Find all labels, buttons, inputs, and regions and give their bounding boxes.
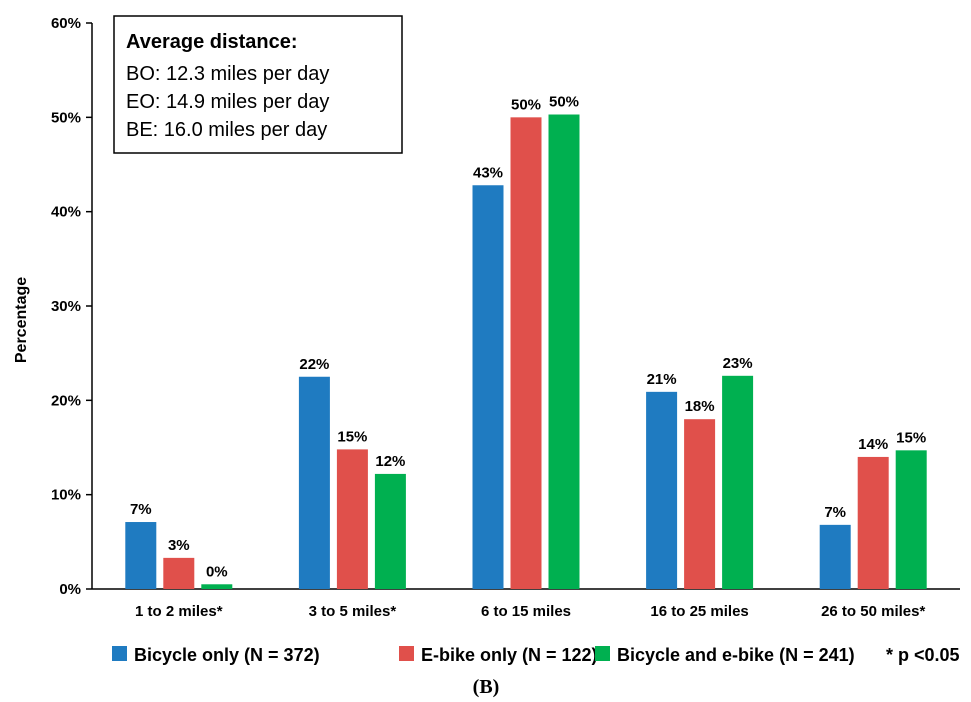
- annotation-box: Average distance: BO: 12.3 miles per day…: [113, 15, 403, 154]
- data-label: 15%: [337, 428, 367, 445]
- data-label: 50%: [511, 96, 541, 113]
- bar-bicycle-and-e-bike-5: [895, 450, 927, 589]
- significance-footnote: * p <0.05: [886, 645, 960, 665]
- x-axis: 1 to 2 miles* 3 to 5 miles* 6 to 15 miles 1…: [92, 588, 960, 620]
- data-label: 21%: [647, 371, 677, 388]
- y-tick-label: 10%: [51, 487, 81, 504]
- x-tick-label: 3 to 5 miles*: [309, 603, 397, 620]
- bar-e-bike-only-1: [163, 557, 195, 589]
- data-label: 50%: [549, 94, 579, 111]
- bars: [125, 114, 927, 590]
- y-tick-label: 60%: [51, 15, 81, 32]
- bar-bicycle-and-e-bike-4: [722, 375, 754, 589]
- y-tick-label: 30%: [51, 298, 81, 315]
- legend-swatch-bicycle-and-ebike: [595, 646, 610, 661]
- data-label: 7%: [824, 504, 846, 521]
- data-labels: 7% 3% 0% 22% 15% 12% 43% 50% 50% 21% 18% 23% 7% 14% 15…: [130, 94, 926, 581]
- data-label: 0%: [206, 563, 228, 580]
- x-tick-label: 26 to 50 miles*: [821, 603, 925, 620]
- legend-swatch-ebike-only: [399, 646, 414, 661]
- bar-e-bike-only-5: [857, 456, 889, 589]
- legend: Bicycle only (N = 372) E-bike only (N = …: [112, 645, 960, 665]
- data-label: 18%: [685, 398, 715, 415]
- data-label: 15%: [896, 429, 926, 446]
- legend-item-bicycle-and-ebike: Bicycle and e-bike (N = 241): [595, 645, 855, 665]
- bar-bicycle-only-3: [472, 185, 504, 589]
- data-label: 43%: [473, 164, 503, 181]
- bar-e-bike-only-3: [510, 117, 542, 589]
- bar-bicycle-only-1: [125, 522, 157, 589]
- annotation-line-eo: EO: 14.9 miles per day: [126, 91, 329, 113]
- annotation-line-bo: BO: 12.3 miles per day: [126, 63, 329, 85]
- bar-bicycle-and-e-bike-1: [201, 584, 233, 589]
- legend-label-bicycle-and-ebike: Bicycle and e-bike (N = 241): [617, 645, 855, 665]
- legend-label-ebike-only: E-bike only (N = 122): [421, 645, 598, 665]
- data-label: 22%: [299, 356, 329, 373]
- bar-bicycle-and-e-bike-2: [374, 473, 406, 589]
- bar-bicycle-only-2: [298, 376, 330, 589]
- y-axis-label: Percentage: [13, 277, 30, 363]
- bar-bicycle-only-5: [819, 524, 851, 589]
- legend-swatch-bicycle-only: [112, 646, 127, 661]
- data-label: 7%: [130, 501, 152, 518]
- x-tick-label: 6 to 15 miles: [481, 603, 571, 620]
- y-tick-label: 40%: [51, 204, 81, 221]
- x-tick-label: 16 to 25 miles: [650, 603, 748, 620]
- y-tick-label: 50%: [51, 109, 81, 126]
- figure-caption: (B): [473, 676, 500, 698]
- legend-label-bicycle-only: Bicycle only (N = 372): [134, 645, 320, 665]
- y-axis: 0% 10% 20% 30% 40% 50% 60%: [51, 15, 93, 598]
- y-tick-label: 20%: [51, 392, 81, 409]
- x-tick-label: 1 to 2 miles*: [135, 603, 223, 620]
- data-label: 14%: [858, 436, 888, 453]
- bar-bicycle-only-4: [646, 391, 678, 589]
- data-label: 23%: [723, 355, 753, 372]
- y-tick-label: 0%: [59, 581, 81, 598]
- data-label: 12%: [375, 453, 405, 470]
- bar-e-bike-only-2: [336, 449, 368, 589]
- data-label: 3%: [168, 537, 190, 554]
- annotation-title: Average distance:: [126, 31, 298, 53]
- bar-bicycle-and-e-bike-3: [548, 114, 580, 590]
- legend-item-ebike-only: E-bike only (N = 122): [399, 645, 598, 665]
- annotation-line-be: BE: 16.0 miles per day: [126, 119, 327, 141]
- legend-item-bicycle-only: Bicycle only (N = 372): [112, 645, 320, 665]
- bar-e-bike-only-4: [684, 419, 716, 589]
